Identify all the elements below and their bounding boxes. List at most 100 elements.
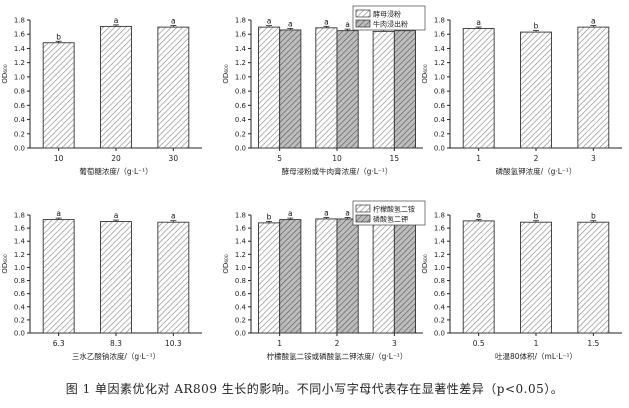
legend-label: 酵母浸粉: [373, 10, 401, 19]
significance-letter: a: [288, 209, 293, 218]
significance-letter: a: [114, 16, 119, 25]
x-tick-label: 3: [591, 154, 596, 163]
bar: [42, 219, 75, 334]
y-tick-label: 0.0: [235, 145, 246, 153]
significance-letter: b: [267, 212, 272, 221]
y-tick-label: 1.4: [235, 238, 247, 246]
bar: [315, 27, 338, 149]
y-tick-label: 0.0: [14, 145, 25, 153]
y-tick-label: 1.8: [235, 17, 246, 25]
x-tick-label: 1: [476, 154, 481, 163]
x-tick-label: 1: [534, 339, 539, 348]
legend-swatch: [355, 9, 371, 18]
x-tick-label: 15: [390, 154, 400, 163]
y-tick-label: 0.8: [235, 88, 246, 96]
y-tick-label: 0.2: [235, 130, 246, 138]
y-tick-label: 1.6: [235, 31, 247, 39]
bar: [372, 219, 395, 334]
y-tick-label: 1.4: [14, 238, 26, 246]
x-axis-label: 柠檬酸氢二铵或磷酸氢二钾浓度/（g·L⁻¹）: [267, 351, 408, 361]
x-tick-label: 2: [335, 339, 340, 348]
bar: [42, 42, 75, 149]
y-tick-label: 1.8: [14, 17, 25, 25]
y-tick-label: 1.4: [14, 45, 26, 53]
y-tick-label: 0.6: [14, 290, 26, 298]
significance-letter: a: [324, 208, 329, 217]
significance-letter: a: [476, 18, 481, 27]
y-tick-label: 0.8: [14, 277, 25, 285]
bar: [279, 29, 302, 149]
y-tick-label: 1.0: [434, 73, 445, 81]
y-tick-label: 0.4: [434, 116, 446, 124]
significance-letter: b: [534, 22, 539, 31]
x-tick-label: 8.3: [110, 339, 122, 348]
bar: [520, 31, 552, 149]
y-tick-label: 1.6: [235, 225, 247, 233]
y-tick-label: 1.8: [434, 17, 445, 25]
y-tick-label: 0.4: [14, 303, 26, 311]
y-tick-label: 0.4: [14, 116, 26, 124]
y-tick-label: 1.8: [434, 212, 445, 220]
x-tick-label: 0.5: [473, 339, 485, 348]
y-tick-label: 0.8: [434, 277, 445, 285]
legend-label: 牛肉浸出粉: [373, 20, 408, 29]
y-axis-label: OD₆₀₀: [1, 64, 9, 84]
significance-letter: a: [288, 19, 293, 28]
bar: [393, 30, 416, 149]
significance-letter: a: [267, 17, 272, 26]
legend-label: 柠檬酸氢二铵: [373, 205, 415, 214]
significance-letter: b: [591, 212, 596, 221]
y-tick-label: 0.2: [14, 130, 25, 138]
y-tick-label: 1.8: [14, 212, 25, 220]
x-tick-label: 5: [277, 154, 282, 163]
y-tick-label: 0.0: [14, 330, 25, 338]
chart-panel-4: 0.0 0.2 0.4 0.6 0.8 1.0 1.2 1.4 1.6 1.8 OD₆₀₀ 6.3 a 8…: [1, 209, 202, 361]
y-tick-label: 0.6: [235, 102, 247, 110]
y-tick-label: 0.2: [14, 316, 25, 324]
significance-letter: b: [56, 32, 61, 41]
significance-letter: a: [591, 17, 596, 26]
y-tick-label: 1.2: [235, 59, 246, 67]
legend-swatch: [355, 19, 371, 28]
y-tick-label: 1.6: [434, 31, 446, 39]
y-tick-label: 1.6: [14, 225, 26, 233]
legend-label: 磷酸氢二钾: [373, 215, 408, 224]
chart-panel-1: 0.0 0.2 0.4 0.6 0.8 1.0 1.2 1.4 1.6 1.8 OD₆₀₀ 10 b 20…: [1, 16, 202, 176]
y-tick-label: 0.6: [434, 102, 446, 110]
y-axis-label: OD₆₀₀: [1, 254, 9, 274]
y-tick-label: 1.2: [14, 251, 25, 259]
figure-caption: 图 1 单因素优化对 AR809 生长的影响。不同小写字母代表存在显著性差异（p…: [65, 382, 564, 396]
chart-panel-2: 0.0 0.2 0.4 0.6 0.8 1.0 1.2 1.4 1.6 1.8 OD₆₀₀ 5 a a 10…: [222, 5, 426, 176]
x-tick-label: 10: [54, 154, 64, 163]
x-tick-label: 1.5: [587, 339, 599, 348]
y-tick-label: 1.2: [14, 59, 25, 67]
significance-letter: a: [476, 210, 481, 219]
bar: [336, 218, 359, 334]
y-tick-label: 0.4: [235, 116, 247, 124]
bar: [157, 221, 190, 334]
x-tick-label: 30: [169, 154, 179, 163]
bar: [315, 218, 338, 334]
y-tick-label: 1.4: [235, 45, 247, 53]
bar: [336, 30, 359, 149]
y-tick-label: 1.8: [235, 212, 246, 220]
x-tick-label: 6.3: [53, 339, 65, 348]
chart-panel-3: 0.0 0.2 0.4 0.6 0.8 1.0 1.2 1.4 1.6 1.8 OD₆₀₀ 1 a 2 b 3…: [421, 17, 622, 176]
bar: [462, 28, 495, 149]
significance-letter: a: [345, 208, 350, 217]
y-tick-label: 0.8: [235, 277, 246, 285]
significance-letter: a: [171, 212, 176, 221]
x-axis-label: 酵母浸粉或牛肉膏浓度/（g·L⁻¹）: [282, 166, 393, 176]
significance-letter: b: [534, 212, 539, 221]
y-tick-label: 0.0: [434, 145, 445, 153]
y-tick-label: 1.4: [434, 45, 446, 53]
y-tick-label: 0.0: [235, 330, 246, 338]
x-axis-label: 三水乙酸钠浓度/（g·L⁻¹）: [72, 351, 160, 361]
x-tick-label: 2: [534, 154, 539, 163]
bar: [520, 221, 552, 334]
y-tick-label: 1.0: [14, 73, 25, 81]
bar: [100, 221, 132, 334]
